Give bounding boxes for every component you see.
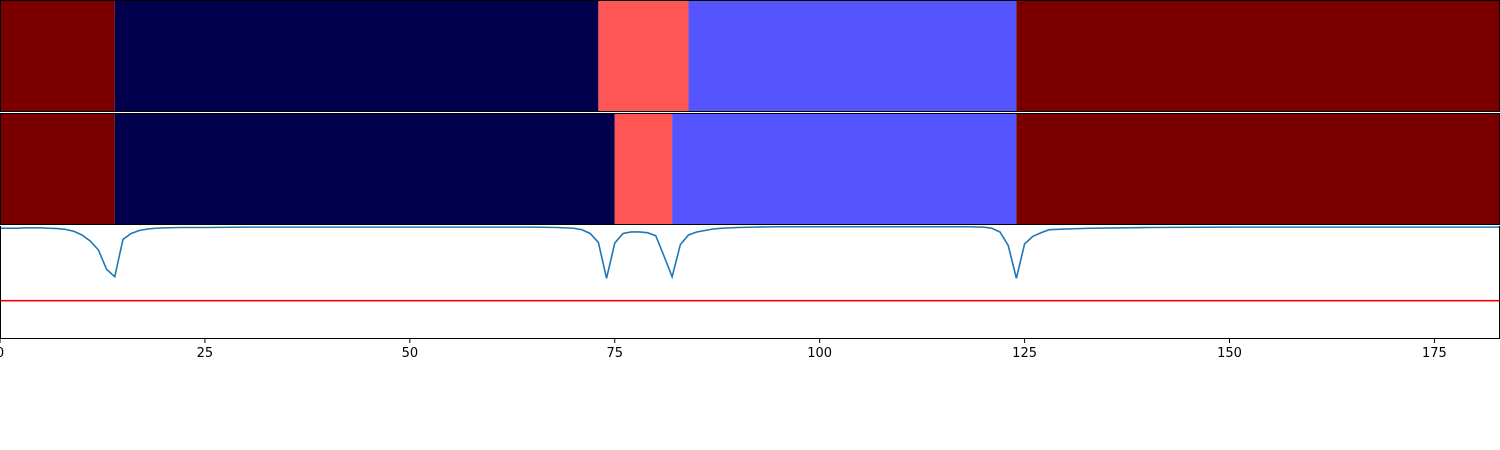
- line-series-0: [0, 225, 1500, 280]
- x-tick-label-125: 125: [1012, 346, 1037, 361]
- x-tick-label-100: 100: [807, 346, 832, 361]
- x-tick-label-0: 0: [0, 346, 4, 361]
- x-axis: 0 25 50 75 100 125 150 175: [0, 338, 1447, 361]
- heatmap-bottom-segment-2: [614, 113, 673, 225]
- heatmap-top-segment-2: [598, 0, 689, 112]
- heatmap-bottom-segment-3: [672, 113, 1017, 225]
- heatmap-top-segment-4: [1016, 0, 1500, 112]
- heatmap-bottom-panel: [0, 113, 1500, 225]
- line-plot-panel: [0, 225, 1500, 339]
- heatmap-bottom-segment-4: [1016, 113, 1500, 225]
- x-tick-label-25: 25: [197, 346, 214, 361]
- x-tick-label-175: 175: [1422, 346, 1447, 361]
- heatmap-bottom-segment-0: [0, 113, 115, 225]
- heatmap-bottom-segment-1: [114, 113, 615, 225]
- heatmap-top-segment-0: [0, 0, 115, 112]
- x-tick-label-150: 150: [1217, 346, 1242, 361]
- heatmap-top-panel: [0, 0, 1500, 112]
- heatmap-top-segment-3: [688, 0, 1017, 112]
- x-tick-label-50: 50: [402, 346, 419, 361]
- heatmap-top-segment-1: [114, 0, 599, 112]
- x-tick-label-75: 75: [606, 346, 623, 361]
